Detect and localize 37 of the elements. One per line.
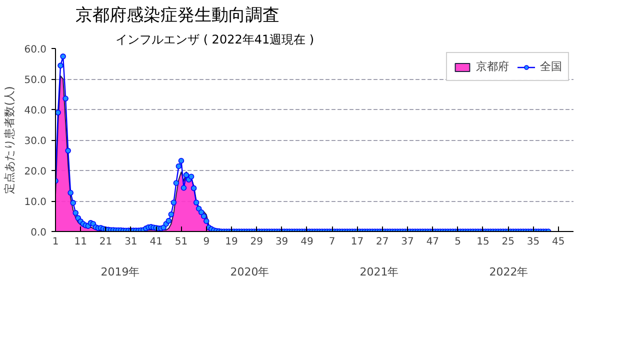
x-tick-label: 51 <box>174 236 188 248</box>
x-tick-label: 37 <box>401 236 414 248</box>
x-tick-label: 49 <box>300 236 314 248</box>
x-tick-label: 45 <box>552 236 565 248</box>
x-tick-label: 11 <box>74 236 88 248</box>
chart-title: 京都府感染症発生動向調査 <box>76 6 280 26</box>
chart-subtitle: インフルエンザ ( 2022年41週現在 ) <box>116 32 314 46</box>
legend-label: 京都府 <box>476 59 509 74</box>
x-tick-label: 17 <box>350 236 364 248</box>
x-tick-label: 31 <box>124 236 138 248</box>
y-tick-label: 50.0 <box>24 75 46 86</box>
x-tick-label: 21 <box>99 236 112 248</box>
y-tick-label: 20.0 <box>24 166 46 178</box>
x-tick-label: 39 <box>275 236 288 248</box>
x-tick-label: 7 <box>328 236 336 248</box>
text: 2021年 <box>360 266 399 278</box>
y-tick-label: 30.0 <box>24 136 46 147</box>
x-tick-label: 27 <box>376 236 389 248</box>
y-tick-label: 0.0 <box>30 228 47 238</box>
x-tick-label: 19 <box>225 236 238 248</box>
y-axis-title: 定点あたり患者数(人) <box>3 86 16 194</box>
x-tick-label: 1 <box>52 236 59 248</box>
text: 2022年 <box>489 266 528 278</box>
x-tick-label: 25 <box>502 236 514 248</box>
x-tick-label: 9 <box>203 236 210 248</box>
x-tick-label: 29 <box>250 236 264 248</box>
x-tick-label: 41 <box>150 236 162 248</box>
y-tick-label: 40.0 <box>24 106 46 116</box>
legend-label: 全国 <box>540 59 562 74</box>
text: 2019年 <box>100 266 140 278</box>
x-tick-label: 5 <box>454 236 462 248</box>
x-tick-label: 15 <box>476 236 490 248</box>
y-tick-label: 60.0 <box>24 44 46 56</box>
x-tick-label: 35 <box>526 236 540 248</box>
x-tick-label: 47 <box>426 236 440 248</box>
y-tick-label: 10.0 <box>24 197 46 208</box>
text: 2020年 <box>230 266 270 278</box>
